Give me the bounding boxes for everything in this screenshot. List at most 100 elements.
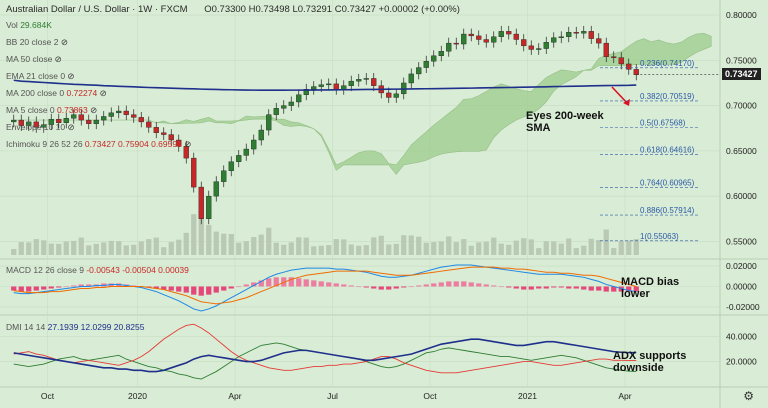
dmi-pane (13, 323, 637, 380)
macd-histogram-bar (183, 286, 189, 293)
macd-y-tick-label: -0.02000 (726, 302, 760, 312)
candle-body (633, 69, 639, 76)
candle-body (221, 170, 227, 182)
volume-bar (101, 242, 107, 255)
axes: 0.80000 0.75000 0.70000 0.65000 0.60000 0.550… (41, 10, 760, 401)
macd-histogram-bar (371, 286, 377, 289)
indicator-legend-item[interactable]: MA 200 close 0 0.72274 ⊘ (6, 88, 107, 99)
volume-legend: Vol 29.684K (6, 20, 52, 30)
candle-body (56, 118, 62, 124)
volume-bar (138, 241, 144, 255)
annotation-sma: Eyes 200-week SMA (526, 110, 604, 134)
visibility-toggle-icon[interactable]: ⊘ (87, 105, 98, 115)
macd-histogram-bar (296, 278, 302, 287)
y-tick-label: 0.60000 (726, 191, 757, 201)
settings-gear-icon[interactable]: ⚙ (743, 389, 754, 403)
candle-body (176, 139, 182, 147)
volume-bar (468, 245, 474, 255)
volume-bar (243, 241, 249, 255)
candle-body (228, 161, 234, 171)
macd-histogram-bar (348, 285, 354, 287)
candle-body (423, 61, 429, 68)
candle-body (498, 31, 504, 37)
volume-bar (446, 236, 452, 255)
indicator-legend-item[interactable]: Ichimoku 9 26 52 26 0.73427 0.75904 0.69… (6, 139, 191, 150)
arrow-down-line (611, 86, 629, 105)
macd-histogram-bar (86, 284, 92, 287)
volume-bar (566, 238, 572, 255)
macd-histogram-bar (131, 285, 137, 287)
arrow-head-icon (623, 99, 630, 106)
indicator-legend-item[interactable]: EMA 21 close 0 ⊘ (6, 71, 75, 82)
chart-header: Australian Dollar / U.S. Dollar · 1W · F… (6, 4, 460, 15)
visibility-toggle-icon[interactable]: ⊘ (65, 71, 75, 81)
macd-histogram-bar (438, 282, 444, 287)
volume-bar (288, 242, 294, 255)
macd-histogram-bar (33, 286, 39, 291)
candle-body (93, 119, 99, 124)
candle-body (468, 33, 474, 37)
macd-histogram-bar (453, 281, 459, 287)
visibility-toggle-icon[interactable]: ⊘ (65, 122, 75, 132)
minus-di-line (13, 323, 637, 374)
visibility-toggle-icon[interactable]: ⊘ (58, 37, 68, 47)
candle-body (528, 45, 534, 50)
volume-bar (461, 239, 467, 255)
volume-bar (296, 237, 302, 255)
volume-bar (386, 244, 392, 255)
indicator-legend-item[interactable]: Envelope 10 10 ⊘ (6, 122, 75, 133)
volume-bar (86, 245, 92, 255)
volume-bar (18, 242, 24, 255)
macd-histogram-bar (363, 286, 369, 288)
macd-histogram-bar (48, 286, 54, 289)
candle-body (363, 78, 369, 80)
fib-label: 0.5(0.67568) (640, 119, 686, 128)
ichimoku-cloud (13, 32, 712, 175)
x-tick-label: 2020 (128, 391, 147, 401)
volume-bar (551, 241, 557, 255)
volume-bar (48, 243, 54, 255)
indicator-value: 0.73863 (54, 105, 88, 115)
volume-bar (611, 248, 617, 255)
indicator-legend-item[interactable]: MA 5 close 0 0.73863 ⊘ (6, 105, 97, 116)
macd-histogram-bar (56, 286, 62, 288)
candle-body (626, 63, 632, 70)
volume-bar (528, 239, 534, 255)
indicator-label: MA 200 close 0 (6, 88, 65, 98)
volume-bar (581, 245, 587, 255)
volume-bar (273, 242, 279, 255)
macd-histogram-bar (251, 282, 257, 287)
volume-bar (588, 238, 594, 255)
volume-bar (558, 243, 564, 255)
volume-bar (543, 241, 549, 255)
symbol-title[interactable]: Australian Dollar / U.S. Dollar · 1W · F… (6, 4, 188, 15)
visibility-toggle-icon[interactable]: ⊘ (181, 139, 192, 149)
x-tick-label: Jul (327, 391, 338, 401)
visibility-toggle-icon[interactable]: ⊘ (52, 54, 62, 64)
visibility-toggle-icon[interactable]: ⊘ (97, 88, 107, 98)
volume-bar (176, 239, 182, 255)
macd-y-tick-label: 0.02000 (726, 261, 757, 271)
volume-bar (153, 237, 159, 255)
indicator-label: BB 20 close 2 (6, 37, 59, 47)
indicator-value: 0.72274 (64, 88, 98, 98)
macd-histogram-bar (468, 282, 474, 287)
volume-bar (236, 242, 242, 255)
volume-bar (11, 249, 17, 255)
indicator-legend-item[interactable]: BB 20 close 2 ⊘ (6, 37, 68, 48)
macd-histogram-bar (611, 286, 617, 292)
macd-histogram-bar (228, 286, 234, 289)
candle-body (161, 132, 167, 135)
candle-body (341, 85, 347, 90)
volume-bar (108, 240, 114, 255)
candle-body (416, 67, 422, 75)
candle-body (603, 42, 609, 57)
candle-body (506, 31, 512, 35)
candle-body (288, 101, 294, 106)
volume-bar (251, 237, 257, 255)
indicator-legend-item[interactable]: MA 50 close ⊘ (6, 54, 62, 65)
candle-body (371, 78, 377, 86)
candle-body (101, 116, 107, 121)
indicator-label: EMA 21 close 0 (6, 71, 66, 81)
macd-histogram-bar (326, 282, 332, 287)
